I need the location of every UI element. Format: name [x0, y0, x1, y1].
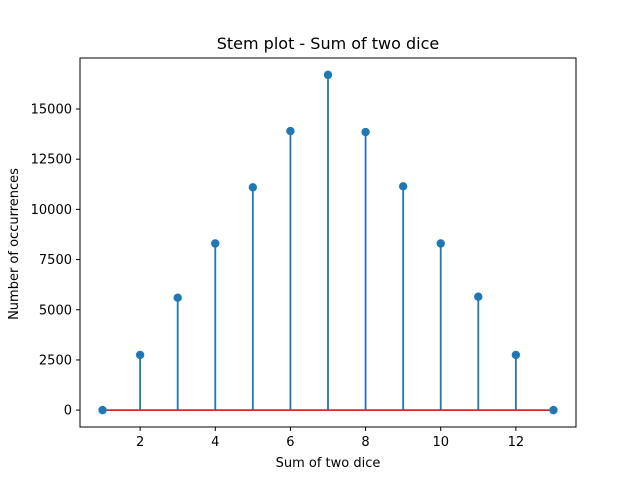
y-tick-label-15000: 15000: [31, 102, 72, 117]
y-tick-label-7500: 7500: [39, 253, 72, 268]
stem-marker-7: [323, 70, 333, 80]
stem-marker-5: [248, 183, 258, 192]
y-tick-label-10000: 10000: [31, 203, 72, 218]
x-tick-label-8: 8: [361, 435, 369, 450]
stem-marker-1: [98, 405, 107, 415]
x-tick-label-4: 4: [211, 435, 219, 450]
stem-marker-10: [436, 239, 445, 248]
y-tick-label-12500: 12500: [31, 153, 72, 168]
stem-marker-4: [211, 239, 220, 248]
x-tick-label-10: 10: [432, 435, 449, 450]
chart-title: Stem plot - Sum of two dice: [217, 34, 440, 53]
y-tick-label-0: 0: [64, 404, 72, 419]
y-tick-label-5000: 5000: [39, 303, 72, 318]
plot-area: [79, 57, 577, 428]
stem-marker-11: [474, 292, 483, 301]
stem-marker-6: [286, 126, 295, 136]
x-axis-label: Sum of two dice: [276, 456, 381, 471]
stem-marker-2: [135, 350, 145, 360]
y-axis-label: Number of occurrences: [7, 168, 22, 320]
stem-marker-8: [361, 127, 370, 137]
y-axis-ticks: 0 2500 5000 7500 10000 12500 15000: [31, 102, 80, 419]
axes-frame: [79, 57, 577, 428]
stem-marker-9: [398, 182, 408, 191]
x-tick-label-6: 6: [286, 435, 294, 450]
x-tick-label-2: 2: [136, 435, 144, 450]
stem-marker-12: [511, 350, 521, 360]
x-tick-label-12: 12: [508, 435, 525, 450]
y-tick-label-2500: 2500: [39, 353, 72, 368]
stem-marker-13: [549, 405, 558, 415]
x-axis-ticks: 2 4 6 8 10 12: [136, 427, 524, 450]
stem-marker-3: [173, 293, 182, 302]
